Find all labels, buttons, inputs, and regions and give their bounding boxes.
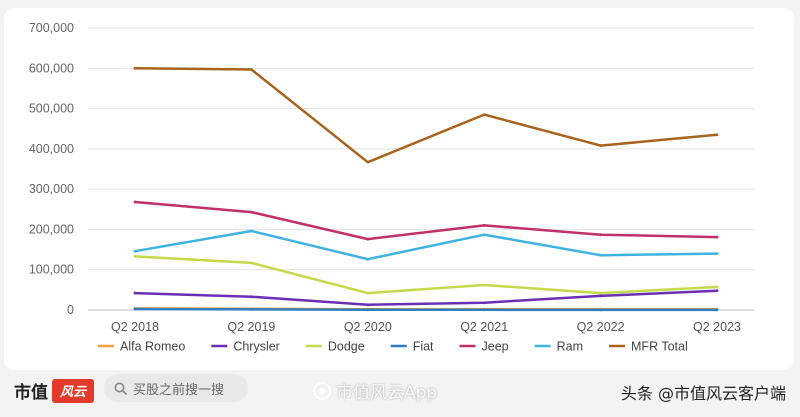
legend-label: Fiat: [413, 340, 434, 354]
y-tick-label: 100,000: [29, 263, 74, 277]
data-point: [715, 308, 719, 312]
x-tick-label: Q2 2021: [460, 320, 508, 334]
series-line-fiat: [133, 307, 719, 312]
data-point: [482, 301, 486, 305]
data-point: [366, 303, 370, 307]
legend-label: MFR Total: [631, 340, 688, 354]
legend-item: Fiat: [390, 340, 434, 354]
data-point: [133, 307, 137, 311]
data-point: [715, 133, 719, 137]
legend-label: Jeep: [482, 340, 509, 354]
x-tick-label: Q2 2023: [693, 320, 741, 334]
watermark: 市值风云App: [312, 378, 437, 403]
watermark-logo-icon: [313, 381, 331, 400]
data-point: [366, 291, 370, 295]
legend-label: Alfa Romeo: [120, 340, 185, 354]
data-point: [366, 160, 370, 164]
legend-item: Alfa Romeo: [98, 340, 185, 354]
series-line-ram: [133, 229, 719, 261]
data-point: [250, 261, 253, 265]
data-point: [250, 68, 253, 71]
search-placeholder: 买股之前搜一搜: [133, 382, 225, 398]
author-credit: 头条 @市值风云客户端: [620, 384, 786, 403]
legend-item: Ram: [534, 340, 583, 354]
x-tick-label: Q2 2018: [111, 320, 159, 334]
data-point: [133, 66, 137, 70]
data-point: [366, 237, 370, 241]
data-point: [599, 294, 602, 298]
data-point: [133, 200, 137, 204]
series-line-mfr-total: [133, 67, 719, 164]
data-point: [250, 210, 253, 214]
legend-label: Ram: [557, 340, 583, 354]
data-point: [715, 235, 719, 239]
data-point: [482, 113, 486, 117]
data-point: [599, 233, 602, 237]
search-icon: [114, 382, 127, 395]
legend-item: MFR Total: [609, 340, 688, 354]
data-point: [482, 283, 486, 287]
series-line-chrysler: [133, 289, 719, 307]
legend-item: Jeep: [459, 340, 509, 354]
data-point: [482, 224, 486, 227]
legend-label: Dodge: [328, 340, 365, 354]
footer-bar: 市值 风云 买股之前搜一搜 市值风云App 头条 @市值风云客户端: [0, 372, 800, 417]
brand-name: 市值: [14, 383, 48, 403]
search-box[interactable]: 买股之前搜一搜: [104, 374, 248, 402]
data-point: [482, 308, 486, 312]
data-point: [599, 144, 602, 148]
line-chart: 0 100,000 200,000 300,000 400,000 500,000 600,…: [29, 21, 754, 354]
y-tick-label: 200,000: [29, 222, 74, 236]
x-tick-label: Q2 2020: [344, 320, 392, 334]
y-tick-label: 400,000: [29, 142, 74, 156]
x-tick-label: Q2 2022: [577, 320, 625, 334]
data-point: [133, 291, 137, 295]
x-tick-label: Q2 2019: [227, 320, 275, 334]
data-point: [250, 229, 253, 233]
y-tick-label: 300,000: [29, 182, 74, 196]
data-point: [133, 255, 137, 258]
data-point: [250, 307, 253, 311]
data-point: [599, 308, 602, 312]
data-point: [250, 295, 253, 299]
data-point: [599, 291, 602, 295]
y-tick-label: 700,000: [29, 21, 74, 35]
y-tick-label: 0: [67, 303, 74, 317]
brand[interactable]: 市值 风云: [14, 378, 94, 403]
data-point: [715, 285, 719, 289]
series-line-jeep: [133, 200, 719, 241]
brand-logo: 风云: [52, 378, 94, 403]
series-line-dodge: [133, 255, 719, 295]
y-tick-label: 600,000: [29, 61, 74, 75]
data-point: [715, 252, 719, 256]
legend-item: Dodge: [305, 340, 365, 354]
data-point: [599, 253, 602, 257]
data-point: [715, 289, 719, 293]
data-point: [366, 308, 370, 312]
data-point: [133, 249, 137, 253]
data-point: [366, 257, 370, 261]
y-tick-label: 500,000: [29, 102, 74, 116]
watermark-text: 市值风云App: [336, 383, 438, 403]
data-point: [482, 233, 486, 237]
legend-label: Chrysler: [233, 340, 280, 354]
legend-item: Chrysler: [211, 340, 280, 354]
